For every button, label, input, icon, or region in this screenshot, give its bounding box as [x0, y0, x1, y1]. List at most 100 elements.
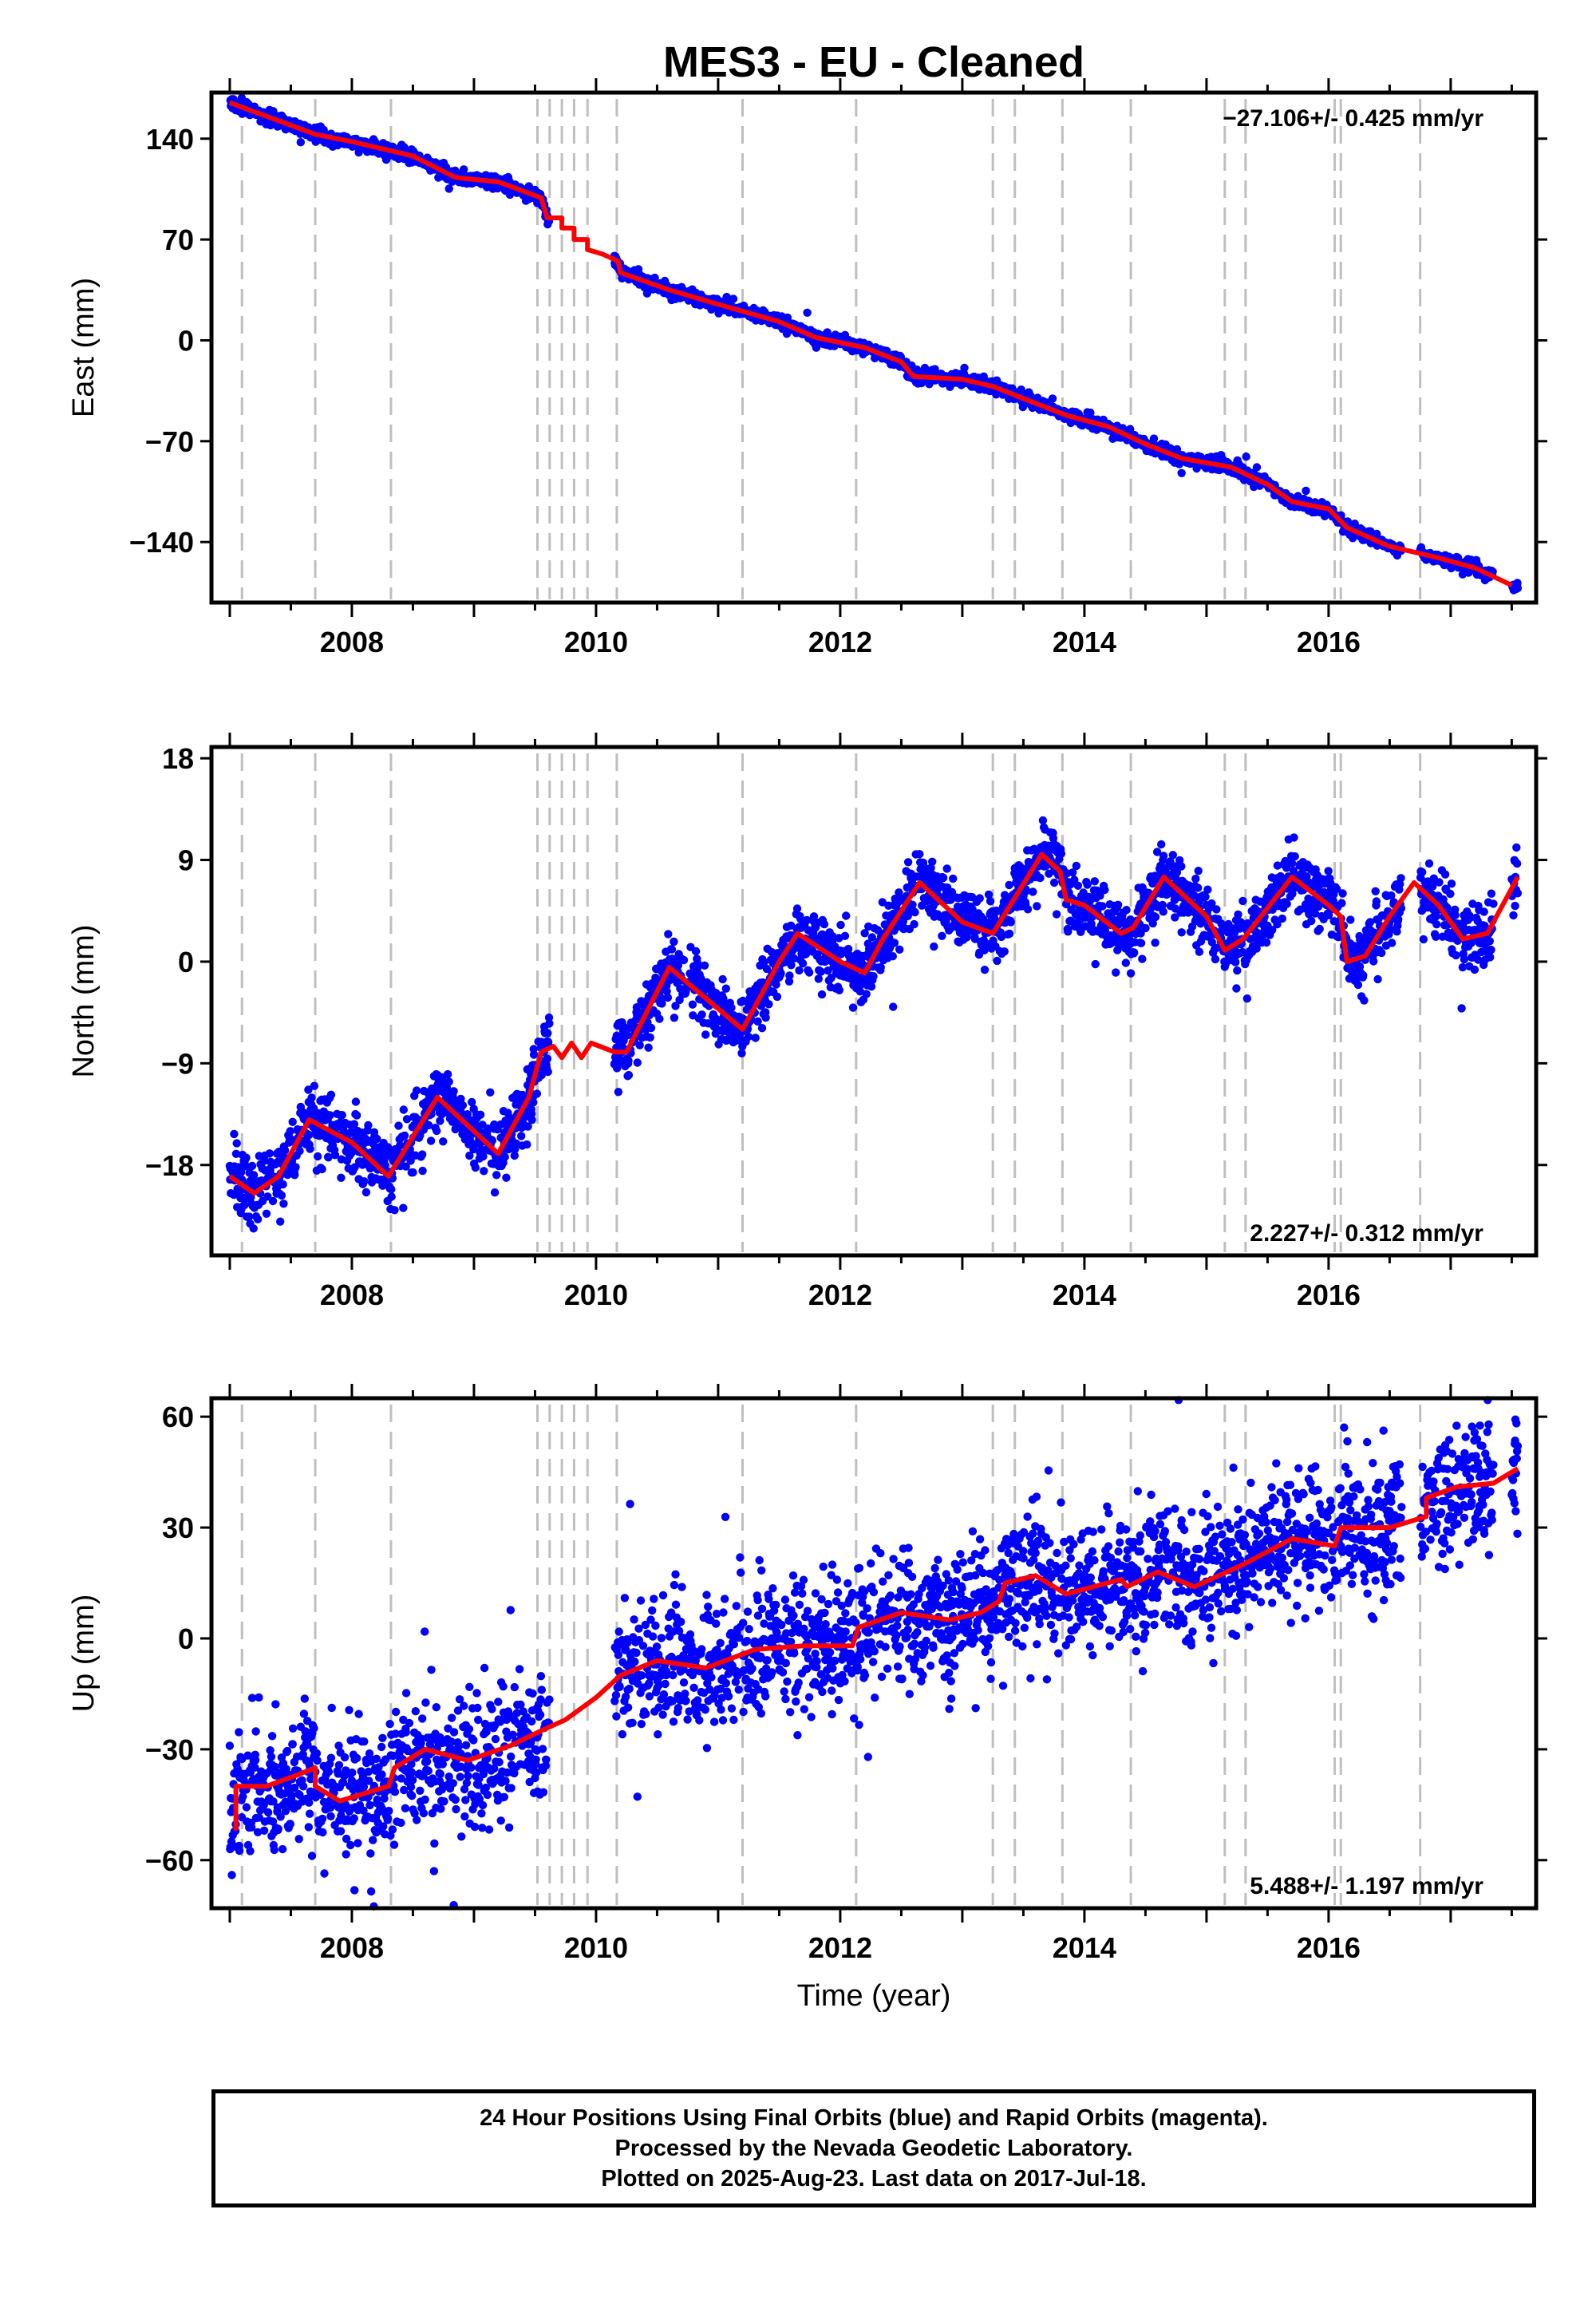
data-point [1194, 883, 1203, 892]
data-point [545, 1019, 554, 1028]
data-point [279, 1180, 287, 1189]
data-point [986, 897, 995, 906]
data-point [232, 1139, 241, 1148]
data-point [486, 1088, 495, 1097]
data-point [1126, 969, 1136, 978]
data-point [296, 138, 305, 147]
data-point [351, 1097, 361, 1106]
rate-annotation: −27.106+/- 0.425 mm/yr [1223, 105, 1483, 132]
data-point [276, 1217, 285, 1226]
data-point [230, 1129, 239, 1139]
data-point [835, 986, 844, 995]
data-point [337, 1173, 346, 1183]
data-point [938, 931, 946, 941]
data-point [1234, 910, 1242, 919]
data-point [458, 1101, 468, 1110]
data-point [399, 1105, 408, 1114]
data-point [527, 1116, 536, 1124]
data-point [279, 1199, 288, 1208]
x-tick-label: 2014 [1053, 626, 1116, 658]
data-point [387, 1185, 396, 1194]
data-point [1238, 896, 1247, 906]
data-point [360, 1177, 369, 1186]
data-point [890, 939, 899, 947]
data-point [842, 911, 851, 920]
data-point [444, 1077, 453, 1086]
x-tick-label: 2012 [808, 626, 872, 658]
data-point [443, 1069, 452, 1079]
data-point [670, 1014, 679, 1022]
data-point [889, 1002, 898, 1011]
data-point [418, 1166, 427, 1176]
data-point [1064, 927, 1073, 936]
data-point [1203, 885, 1212, 894]
data-point [888, 952, 898, 961]
data-point [848, 1003, 858, 1012]
data-point [1033, 902, 1041, 911]
data-point [862, 990, 871, 998]
data-point [1121, 958, 1131, 967]
x-tick-label: 2010 [564, 626, 628, 658]
data-point [1232, 984, 1241, 993]
data-point [624, 1070, 634, 1080]
data-point [744, 1032, 753, 1041]
data-point [1141, 923, 1150, 933]
data-point [975, 894, 984, 903]
data-point [400, 1131, 409, 1140]
data-point [523, 1140, 531, 1149]
data-point [911, 907, 919, 917]
data-point [1057, 849, 1066, 858]
data-point [364, 1120, 373, 1130]
data-point [1029, 887, 1037, 896]
data-point [433, 1126, 441, 1136]
data-point [265, 1149, 274, 1158]
data-point [242, 1153, 251, 1162]
chart-title: MES3 - EU - Cleaned [663, 38, 1084, 86]
y-tick-label: 140 [146, 123, 194, 156]
data-point [1091, 959, 1100, 969]
data-point [529, 1050, 539, 1059]
data-points [225, 816, 1523, 1233]
data-point [471, 1163, 480, 1172]
data-point [700, 961, 709, 970]
data-point [500, 1152, 509, 1161]
data-point [543, 1054, 552, 1063]
data-point [803, 308, 812, 317]
data-point [670, 937, 678, 947]
data-point [1036, 873, 1045, 883]
data-point [869, 972, 878, 981]
data-point [543, 1029, 552, 1037]
data-point [915, 850, 924, 859]
data-point [399, 1203, 408, 1212]
data-point [792, 904, 802, 913]
data-point [1212, 905, 1221, 914]
data-point [1151, 939, 1159, 947]
data-point [816, 967, 825, 976]
data-point [817, 990, 827, 999]
x-tick-label: 2008 [320, 626, 384, 658]
data-point [1159, 852, 1168, 860]
data-point [614, 1088, 623, 1097]
data-point [476, 1110, 485, 1120]
data-point [354, 148, 363, 157]
data-point [291, 1163, 300, 1172]
data-point [460, 165, 468, 174]
data-point [268, 1196, 278, 1206]
data-point [1136, 939, 1146, 948]
data-point [318, 1164, 326, 1174]
data-point [338, 1111, 346, 1120]
data-point [646, 1033, 654, 1042]
data-point [1242, 994, 1252, 1003]
data-point [644, 1043, 653, 1052]
data-point [1006, 918, 1015, 927]
data-point [772, 992, 782, 1002]
data-point [751, 1034, 760, 1042]
data-point [679, 955, 689, 965]
data-point [836, 920, 845, 930]
data-point [326, 1111, 334, 1120]
data-point [1242, 453, 1250, 461]
data-point [624, 1056, 633, 1065]
data-point [667, 945, 677, 954]
data-point [1177, 468, 1186, 477]
